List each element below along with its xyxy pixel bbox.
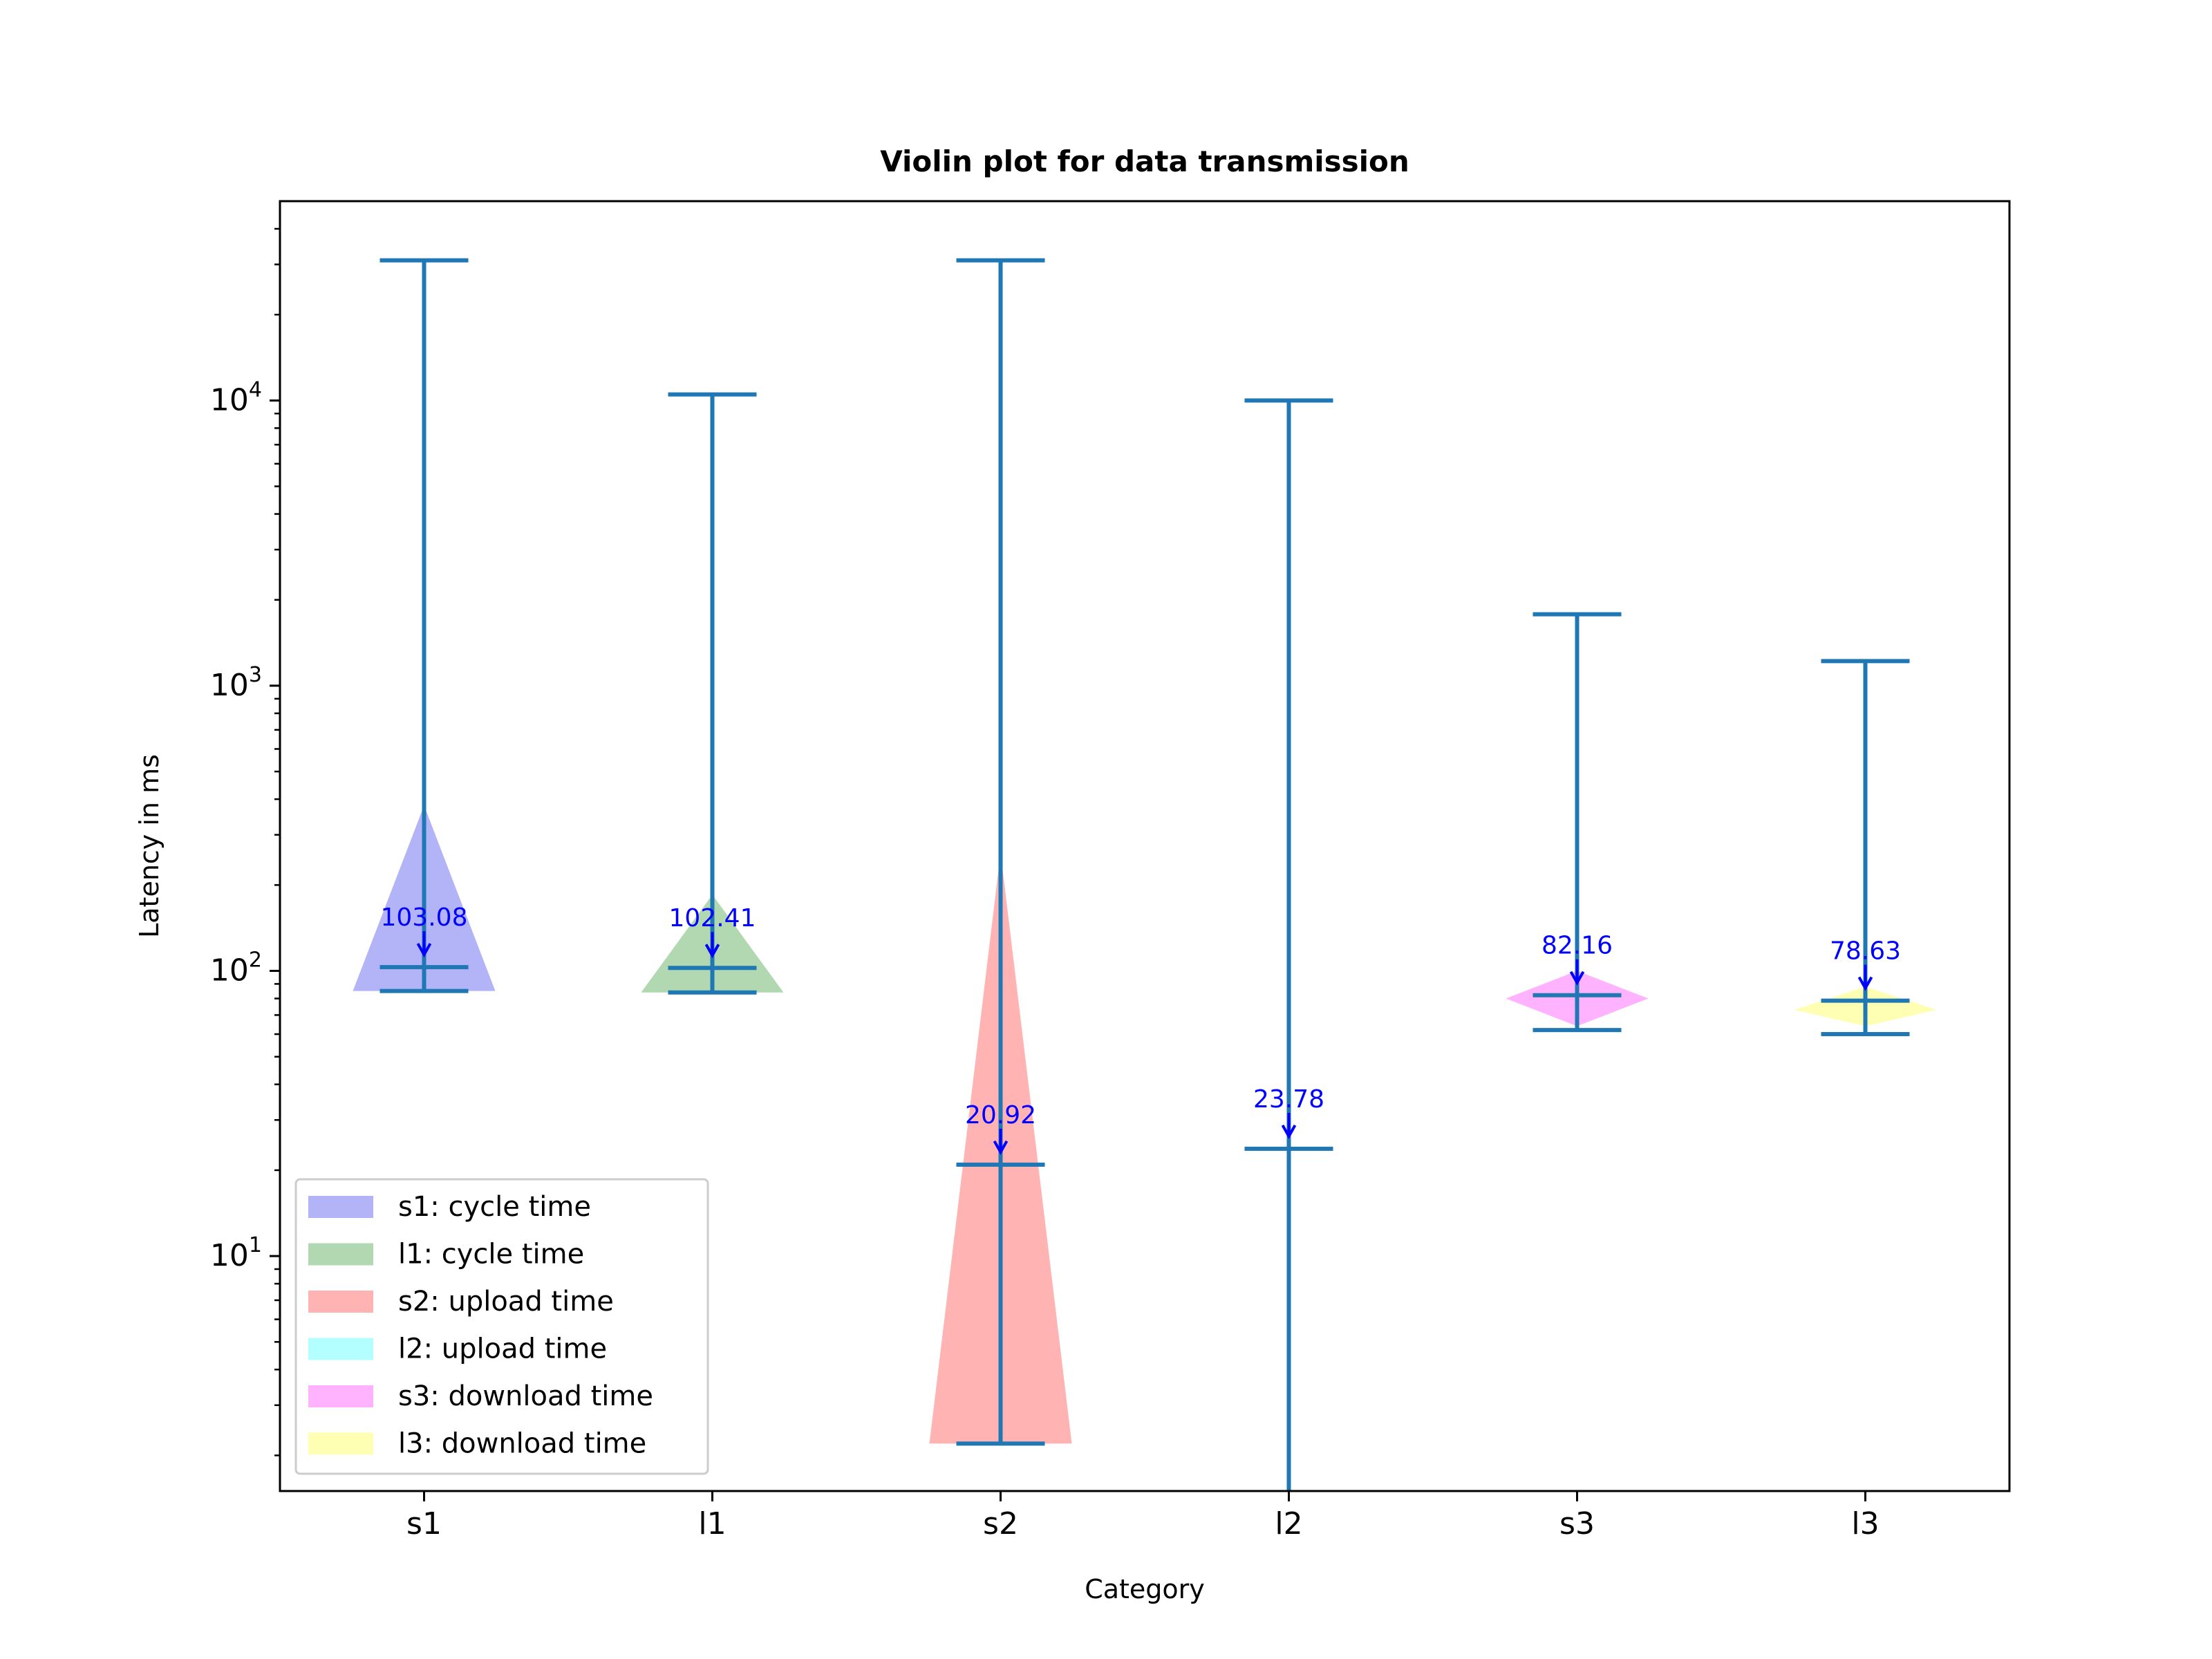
x-tick-label-s3: s3 [1559, 1506, 1595, 1541]
legend: s1: cycle time l1: cycle time s2: upload t… [294, 1178, 709, 1475]
y-tick-label-0: 101 [210, 1233, 262, 1273]
mean-label-s3: 82.16 [1541, 932, 1613, 960]
y-axis-label: Latency in ms [134, 754, 165, 938]
legend-swatch-l1 [308, 1243, 373, 1266]
legend-swatch-s2 [308, 1291, 373, 1313]
legend-label-s3: s3: download time [398, 1380, 653, 1412]
x-tick-label-l3: l3 [1851, 1506, 1879, 1541]
legend-swatch-s1 [308, 1196, 373, 1218]
mean-arrowhead-s3 [1569, 971, 1585, 986]
mean-label-l3: 78.63 [1830, 937, 1901, 966]
x-axis-label: Category [1085, 1574, 1205, 1604]
mean-label-l2: 23.78 [1253, 1085, 1324, 1114]
y-tick-label-3: 104 [210, 377, 262, 418]
y-tick-label-1: 102 [210, 948, 262, 988]
legend-frame [294, 1178, 709, 1475]
legend-swatch-l3 [308, 1432, 373, 1455]
mean-arrowhead-s2 [993, 1140, 1009, 1155]
legend-label-l1: l1: cycle time [398, 1239, 584, 1271]
x-tick-label-l2: l2 [1275, 1506, 1302, 1541]
mean-arrowhead-l1 [704, 944, 720, 959]
legend-swatch-l2 [308, 1338, 373, 1360]
mean-label-s2: 20.92 [965, 1101, 1036, 1130]
y-axis: 101 102 103 104 [210, 227, 280, 1456]
x-tick-label-s1: s1 [406, 1506, 442, 1541]
mean-annotations-layer: 103.08 102.41 20.92 23.78 82.16 78.63 [381, 903, 1901, 1155]
x-axis: s1 l1 s2 l2 s3 l3 [406, 1491, 1880, 1541]
legend-label-s2: s2: upload time [398, 1286, 614, 1318]
y-tick-label-2: 103 [210, 663, 262, 703]
mean-label-s1: 103.08 [381, 903, 468, 932]
legend-label-l2: l2: upload time [398, 1333, 607, 1365]
chart-title: Violin plot for data transmission [880, 144, 1409, 178]
legend-label-l3: l3: download time [398, 1428, 646, 1460]
x-tick-label-s2: s2 [983, 1506, 1018, 1541]
x-tick-label-l1: l1 [698, 1506, 726, 1541]
mean-arrowhead-s1 [416, 943, 432, 958]
legend-label-s1: s1: cycle time [398, 1191, 591, 1223]
whiskers-layer [379, 258, 1910, 1491]
plot-area-frame [279, 200, 2011, 1492]
mean-arrowhead-l3 [1857, 976, 1873, 991]
mean-arrowhead-l2 [1281, 1124, 1297, 1139]
mean-label-l1: 102.41 [669, 904, 756, 932]
legend-swatch-s3 [308, 1385, 373, 1407]
